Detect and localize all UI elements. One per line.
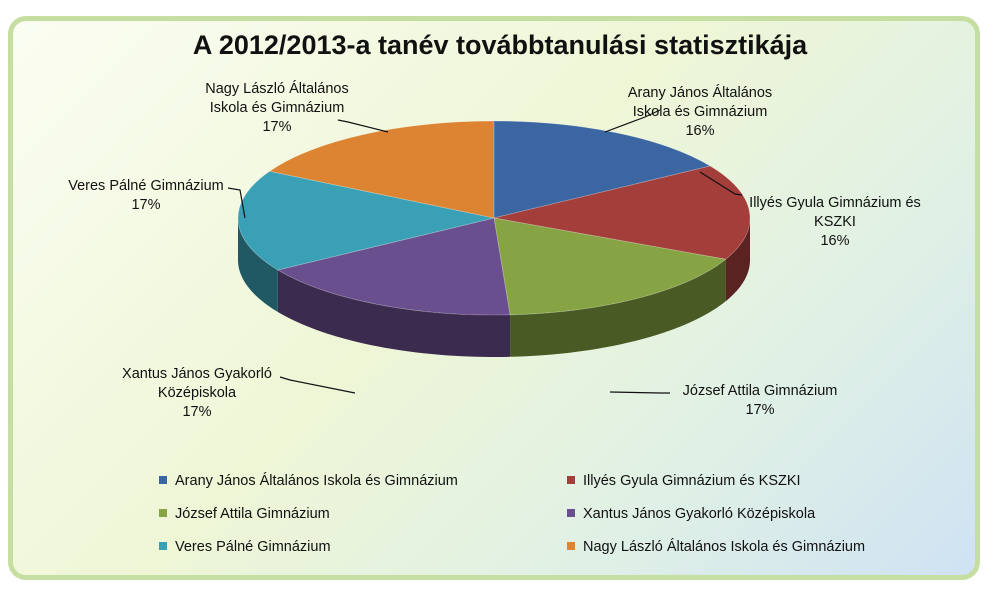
legend-swatch [159, 542, 167, 551]
slice-label-line: Iskola és Gimnázium [209, 100, 345, 116]
slice-percent: 16% [820, 233, 850, 249]
leader-line-5 [337, 119, 389, 133]
slice-label-5: Nagy László Általános Iskola és Gimnázium… [182, 80, 372, 137]
slice-5 [268, 120, 495, 219]
legend-item: József Attila Gimnázium [159, 506, 330, 522]
legend-label: Illyés Gyula Gimnázium és KSZKI [583, 473, 801, 489]
slice-side-4 [238, 218, 278, 312]
slice-label-4: Veres Pálné Gimnázium 17% [56, 177, 236, 215]
legend-swatch [567, 542, 575, 551]
legend-item: Arany János Általános Iskola és Gimnáziu… [159, 473, 458, 489]
leader-line-4 [227, 187, 246, 219]
slice-1 [493, 165, 751, 260]
slice-percent: 17% [131, 197, 161, 213]
legend-item: Veres Pálné Gimnázium [159, 539, 331, 555]
legend-swatch [159, 509, 167, 518]
leader-line-2 [609, 391, 670, 394]
slice-label-line: Illyés Gyula Gimnázium és [749, 195, 921, 211]
slice-label-line: Xantus János Gyakorló [122, 366, 272, 382]
slice-percent: 17% [745, 402, 775, 418]
slice-percent: 16% [685, 123, 715, 139]
slice-label-line: Iskola és Gimnázium [632, 104, 768, 120]
leader-line-3 [279, 376, 356, 394]
slice-3 [276, 217, 511, 316]
slice-label-0: Arany János Általános Iskola és Gimnázium… [605, 84, 795, 141]
slice-label-3: Xantus János Gyakorló Középiskola 17% [112, 365, 282, 422]
slice-percent: 17% [262, 119, 292, 135]
slice-2 [493, 217, 727, 316]
legend-swatch [567, 509, 575, 518]
slice-label-line: Arany János Általános [627, 85, 773, 101]
slice-label-line: József Attila Gimnázium [682, 383, 838, 399]
leader-line-0 [604, 109, 661, 133]
legend-item: Xantus János Gyakorló Középiskola [567, 506, 815, 522]
slice-label-2: József Attila Gimnázium 17% [668, 382, 852, 420]
legend-label: Arany János Általános Iskola és Gimnáziu… [175, 473, 458, 489]
legend-item: Illyés Gyula Gimnázium és KSZKI [567, 473, 801, 489]
legend-swatch [567, 476, 575, 485]
legend-label: Nagy László Általános Iskola és Gimnáziu… [583, 539, 866, 555]
slice-side-3 [277, 269, 511, 357]
slice-percent: 17% [182, 404, 212, 420]
slice-side-2 [510, 259, 726, 357]
legend-label: Veres Pálné Gimnázium [175, 539, 331, 555]
legend-item: Nagy László Általános Iskola és Gimnáziu… [567, 539, 865, 555]
slice-label-line: KSZKI [814, 214, 856, 230]
slice-label-line: Veres Pálné Gimnázium [68, 178, 224, 194]
slice-label-line: Középiskola [157, 385, 237, 401]
slice-side-1 [725, 218, 750, 302]
legend-label: József Attila Gimnázium [175, 506, 330, 522]
slice-label-1: Illyés Gyula Gimnázium és KSZKI 16% [735, 194, 935, 251]
slice-0 [493, 120, 712, 219]
chart-title: A 2012/2013-a tanév továbbtanulási stati… [192, 30, 808, 60]
slice-label-line: Nagy László Általános [205, 81, 349, 97]
legend-label: Xantus János Gyakorló Középiskola [583, 506, 816, 522]
leader-line-1 [699, 171, 743, 196]
slice-4 [237, 170, 495, 271]
legend-swatch [159, 476, 167, 485]
